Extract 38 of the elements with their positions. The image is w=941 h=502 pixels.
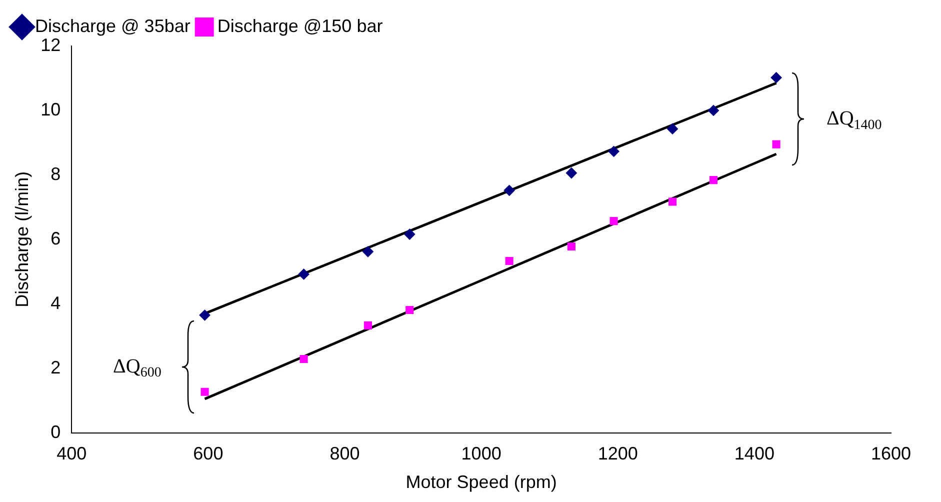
x-tick-label: 800 xyxy=(330,444,360,464)
point xyxy=(667,123,678,134)
y-tick-label: 2 xyxy=(50,357,61,378)
point xyxy=(505,256,514,266)
point xyxy=(709,176,718,184)
x-tick-label: 400 xyxy=(56,444,87,464)
x-tick-label: 1200 xyxy=(598,444,638,464)
x-axis-title: Motor Speed (rpm) xyxy=(406,472,557,492)
point xyxy=(668,198,677,206)
point xyxy=(300,354,308,364)
point xyxy=(364,321,372,330)
y-axis-title: Discharge (l/min) xyxy=(12,171,32,308)
point xyxy=(567,242,576,251)
point xyxy=(610,216,618,226)
legend-label: Discharge @150 bar xyxy=(217,16,383,36)
y-tick-label: 4 xyxy=(50,292,61,313)
point xyxy=(199,310,210,321)
legend-label: Discharge @ 35bar xyxy=(35,16,190,36)
point xyxy=(298,268,310,280)
x-tick-label: 1400 xyxy=(734,444,774,464)
y-tick-label: 10 xyxy=(40,99,61,120)
point xyxy=(504,184,515,196)
y-tick-label: 8 xyxy=(50,164,61,184)
x-tick-label: 1000 xyxy=(461,444,502,464)
y-tick-label: 0 xyxy=(50,422,61,442)
point xyxy=(362,246,374,258)
point xyxy=(772,140,780,148)
x-tick-label: 600 xyxy=(193,444,224,464)
point xyxy=(566,168,577,178)
point xyxy=(404,228,416,240)
point xyxy=(608,146,620,157)
point xyxy=(406,306,414,314)
point xyxy=(200,388,209,396)
y-tick-label: 12 xyxy=(40,34,61,55)
point xyxy=(770,72,782,84)
x-tick-label: 1600 xyxy=(870,444,912,464)
y-tick-label: 6 xyxy=(50,228,61,248)
point xyxy=(708,104,719,116)
